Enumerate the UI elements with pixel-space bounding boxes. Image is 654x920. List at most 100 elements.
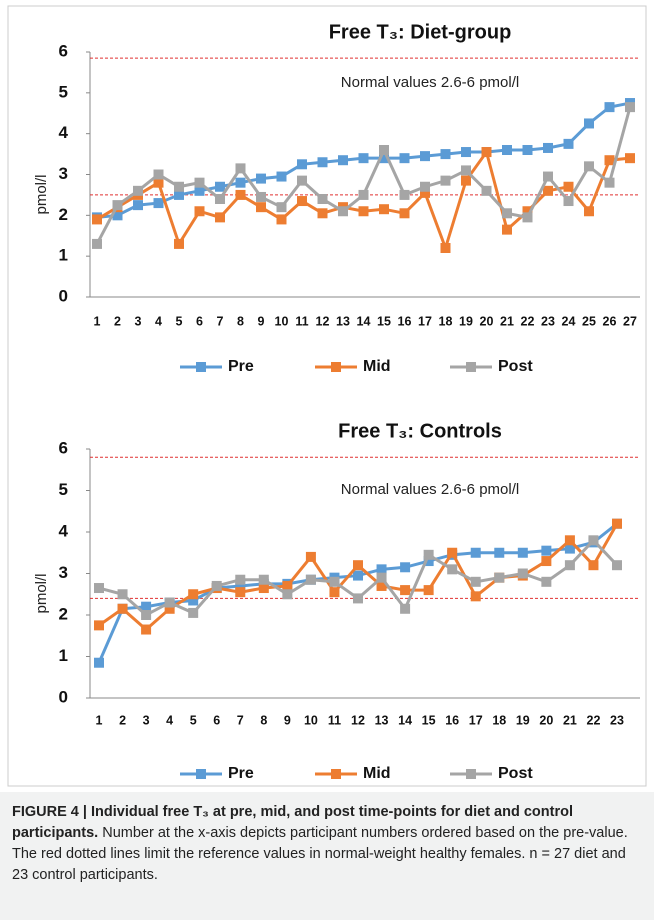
data-point (305, 574, 316, 585)
x-tick-label: 12 (316, 314, 330, 328)
data-point (153, 177, 164, 188)
data-point (481, 185, 492, 196)
data-point (215, 181, 225, 192)
data-point (461, 175, 471, 186)
data-point (563, 196, 574, 207)
x-tick-label: 1 (94, 314, 101, 328)
data-point (117, 603, 128, 614)
data-point (188, 607, 199, 618)
data-point (141, 601, 152, 612)
x-tick-label: 22 (587, 713, 601, 727)
x-tick-label: 10 (304, 713, 318, 727)
annotation: Normal values 2.6-6 pmol/l (341, 74, 519, 91)
data-point (399, 153, 410, 164)
data-point (543, 185, 553, 196)
data-point (282, 589, 293, 600)
chart-title: Free T₃: Diet-group (329, 21, 512, 43)
data-point (604, 155, 615, 166)
data-point (604, 177, 615, 188)
data-point (94, 583, 104, 594)
y-tick-label: 5 (59, 480, 68, 499)
x-tick-label: 4 (155, 314, 162, 328)
data-point (215, 212, 225, 223)
data-point (517, 547, 528, 558)
data-point (399, 208, 410, 219)
x-tick-label: 15 (422, 713, 436, 727)
data-point (502, 224, 512, 235)
data-point (358, 189, 369, 200)
data-point (329, 587, 340, 598)
data-point (174, 238, 184, 249)
data-point (92, 238, 102, 249)
data-point (353, 593, 363, 604)
x-tick-label: 13 (375, 713, 389, 727)
data-point (543, 142, 553, 153)
data-point (502, 208, 512, 219)
x-tick-label: 20 (539, 713, 553, 727)
y-tick-label: 0 (59, 687, 68, 706)
data-point (447, 564, 458, 575)
y-tick-label: 3 (59, 563, 68, 582)
x-tick-label: 6 (213, 713, 220, 727)
legend-label: Mid (363, 358, 391, 375)
data-point (133, 185, 143, 196)
data-point (584, 161, 594, 172)
x-tick-label: 3 (135, 314, 142, 328)
data-point (188, 589, 199, 600)
y-tick-label: 0 (59, 286, 68, 305)
x-tick-label: 26 (603, 314, 617, 328)
data-point (317, 194, 328, 204)
x-tick-label: 17 (418, 314, 432, 328)
x-tick-label: 14 (398, 713, 412, 727)
data-point (563, 181, 574, 192)
data-point (400, 562, 411, 573)
x-tick-label: 27 (623, 314, 637, 328)
data-point (194, 206, 205, 217)
y-tick-label: 5 (59, 82, 68, 101)
data-point (470, 576, 481, 587)
data-point (379, 204, 389, 215)
y-axis-label: pmol/l (33, 573, 50, 613)
data-point (297, 175, 307, 186)
x-tick-label: 23 (610, 713, 624, 727)
data-point (338, 155, 348, 166)
x-tick-label: 13 (336, 314, 350, 328)
y-tick-label: 6 (59, 438, 68, 457)
caption-text: Number at the x-axis depicts participant… (12, 825, 628, 883)
data-point (258, 583, 269, 594)
y-tick-label: 4 (59, 123, 69, 142)
chart-title: Free T₃: Controls (338, 420, 502, 442)
data-point (376, 564, 387, 575)
data-point (174, 189, 184, 200)
data-point (94, 620, 104, 631)
legend-marker (466, 362, 476, 372)
data-point (564, 560, 575, 571)
data-point (258, 574, 269, 585)
data-point (282, 580, 293, 591)
x-tick-label: 9 (258, 314, 265, 328)
x-tick-label: 15 (377, 314, 391, 328)
data-point (117, 589, 128, 600)
data-point (564, 543, 575, 554)
x-tick-label: 6 (196, 314, 203, 328)
data-point (440, 175, 451, 186)
y-tick-label: 4 (59, 521, 69, 540)
data-point (276, 171, 287, 182)
data-point (423, 549, 434, 560)
x-tick-label: 9 (284, 713, 291, 727)
data-point (461, 165, 471, 176)
legend-label: Pre (228, 765, 254, 782)
data-point (494, 572, 505, 583)
data-point (133, 200, 143, 211)
data-point (141, 624, 152, 635)
legend-marker (196, 769, 206, 779)
data-point (141, 610, 152, 620)
x-tick-label: 2 (119, 713, 126, 727)
x-tick-label: 1 (96, 713, 103, 727)
data-point (470, 547, 481, 558)
x-tick-label: 2 (114, 314, 121, 328)
x-tick-label: 24 (562, 314, 576, 328)
y-tick-label: 6 (59, 41, 68, 60)
data-point (194, 177, 205, 188)
data-point (235, 189, 246, 200)
